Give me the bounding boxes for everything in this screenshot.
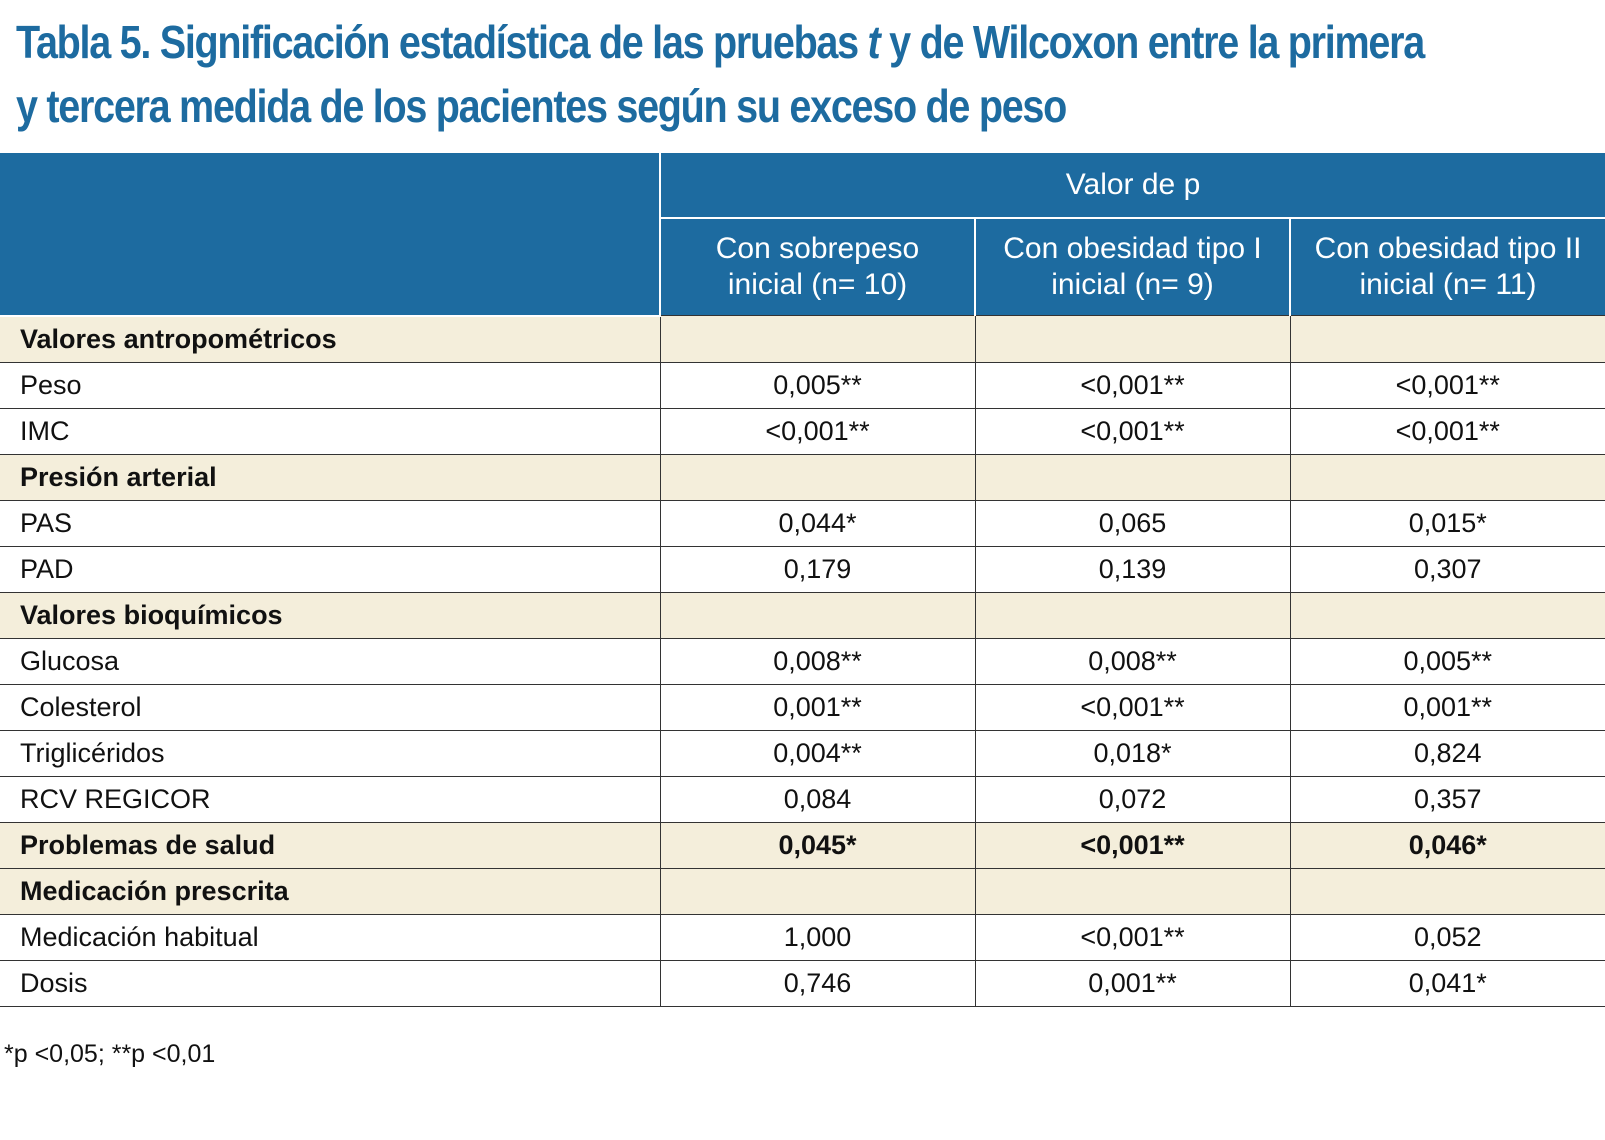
section-row-antropometricos: Valores antropométricos xyxy=(0,315,1605,362)
cell-value: 0,307 xyxy=(1289,545,1605,592)
cell-value: 0,065 xyxy=(974,499,1290,546)
cell-value: 0,084 xyxy=(659,775,975,822)
cell-value: 0,046* xyxy=(1289,821,1605,868)
group-header-valor-de-p: Valor de p xyxy=(658,153,1605,219)
cell-value: 0,824 xyxy=(1289,729,1605,776)
cell-value: 0,001** xyxy=(1289,683,1605,730)
cell-value: <0,001** xyxy=(1289,361,1605,408)
cell-value: <0,001** xyxy=(1289,407,1605,454)
cell-value xyxy=(1289,315,1605,362)
title-line-2: y tercera medida de los pacientes según … xyxy=(16,80,1067,132)
cell-value: 0,746 xyxy=(659,959,975,1007)
table-row: Dosis 0,746 0,001** 0,041* xyxy=(0,959,1605,1007)
row-label: Medicación habitual xyxy=(0,913,660,960)
row-label: PAD xyxy=(0,545,660,592)
cell-value: 0,001** xyxy=(974,959,1290,1007)
table-body: Valores antropométricos Peso 0,005** <0,… xyxy=(0,315,1605,1007)
cell-value: <0,001** xyxy=(974,821,1290,868)
cell-value: 0,045* xyxy=(659,821,975,868)
cell-value: 0,072 xyxy=(974,775,1290,822)
cell-value: 0,001** xyxy=(659,683,975,730)
cell-value: 0,139 xyxy=(974,545,1290,592)
cell-value xyxy=(1289,453,1605,500)
cell-value: <0,001** xyxy=(974,407,1290,454)
cell-value: 0,005** xyxy=(659,361,975,408)
row-label: Problemas de salud xyxy=(0,821,660,868)
cell-value xyxy=(974,591,1290,638)
cell-value: 0,044* xyxy=(659,499,975,546)
row-label: Glucosa xyxy=(0,637,660,684)
cell-value xyxy=(1289,591,1605,638)
cell-value xyxy=(659,591,975,638)
cell-value xyxy=(659,867,975,914)
row-label: Medicación prescrita xyxy=(0,867,660,914)
cell-value xyxy=(974,867,1290,914)
header-blank-cell xyxy=(0,153,660,317)
table-row: Glucosa 0,008** 0,008** 0,005** xyxy=(0,637,1605,684)
table-row: IMC <0,001** <0,001** <0,001** xyxy=(0,407,1605,454)
footnote: *p <0,05; **p <0,01 xyxy=(4,1040,216,1068)
cell-value: 0,015* xyxy=(1289,499,1605,546)
row-label: Dosis xyxy=(0,959,660,1007)
table-row-problemas-de-salud: Problemas de salud 0,045* <0,001** 0,046… xyxy=(0,821,1605,868)
title-italic-t: t xyxy=(867,16,881,68)
section-row-presion-arterial: Presión arterial xyxy=(0,453,1605,500)
cell-value: 0,357 xyxy=(1289,775,1605,822)
row-label: Presión arterial xyxy=(0,453,660,500)
table-row: Triglicéridos 0,004** 0,018* 0,824 xyxy=(0,729,1605,776)
table-row: Colesterol 0,001** <0,001** 0,001** xyxy=(0,683,1605,730)
table-row: PAS 0,044* 0,065 0,015* xyxy=(0,499,1605,546)
cell-value: 0,041* xyxy=(1289,959,1605,1007)
cell-value: 0,018* xyxy=(974,729,1290,776)
section-row-medicacion: Medicación prescrita xyxy=(0,867,1605,914)
row-label: Valores bioquímicos xyxy=(0,591,660,638)
row-label: Colesterol xyxy=(0,683,660,730)
column-header-sobrepeso: Con sobrepeso inicial (n= 10) xyxy=(659,218,975,316)
cell-value: <0,001** xyxy=(974,913,1290,960)
cell-value: 0,004** xyxy=(659,729,975,776)
cell-value xyxy=(659,315,975,362)
table-row: Peso 0,005** <0,001** <0,001** xyxy=(0,361,1605,408)
table-title: Tabla 5. Significación estadística de la… xyxy=(16,10,1425,138)
column-header-obesidad-tipo-2: Con obesidad tipo II inicial (n= 11) xyxy=(1288,218,1605,316)
cell-value xyxy=(659,453,975,500)
row-label: PAS xyxy=(0,499,660,546)
row-label: Peso xyxy=(0,361,660,408)
row-label: Triglicéridos xyxy=(0,729,660,776)
cell-value: 1,000 xyxy=(659,913,975,960)
cell-value: 0,005** xyxy=(1289,637,1605,684)
cell-value xyxy=(1289,867,1605,914)
row-label: RCV REGICOR xyxy=(0,775,660,822)
row-label: Valores antropométricos xyxy=(0,315,660,362)
statistics-table: Valor de p Con sobrepeso inicial (n= 10) … xyxy=(0,153,1605,1007)
table-row: RCV REGICOR 0,084 0,072 0,357 xyxy=(0,775,1605,822)
table-row: PAD 0,179 0,139 0,307 xyxy=(0,545,1605,592)
row-label: IMC xyxy=(0,407,660,454)
title-line-1: Tabla 5. Significación estadística de la… xyxy=(16,16,1425,68)
cell-value: <0,001** xyxy=(974,683,1290,730)
cell-value: <0,001** xyxy=(659,407,975,454)
table-row: Medicación habitual 1,000 <0,001** 0,052 xyxy=(0,913,1605,960)
cell-value: 0,008** xyxy=(659,637,975,684)
section-row-bioquimicos: Valores bioquímicos xyxy=(0,591,1605,638)
cell-value: <0,001** xyxy=(974,361,1290,408)
cell-value: 0,008** xyxy=(974,637,1290,684)
cell-value xyxy=(974,315,1290,362)
cell-value: 0,052 xyxy=(1289,913,1605,960)
cell-value: 0,179 xyxy=(659,545,975,592)
table-header: Valor de p Con sobrepeso inicial (n= 10) … xyxy=(0,153,1605,317)
cell-value xyxy=(974,453,1290,500)
